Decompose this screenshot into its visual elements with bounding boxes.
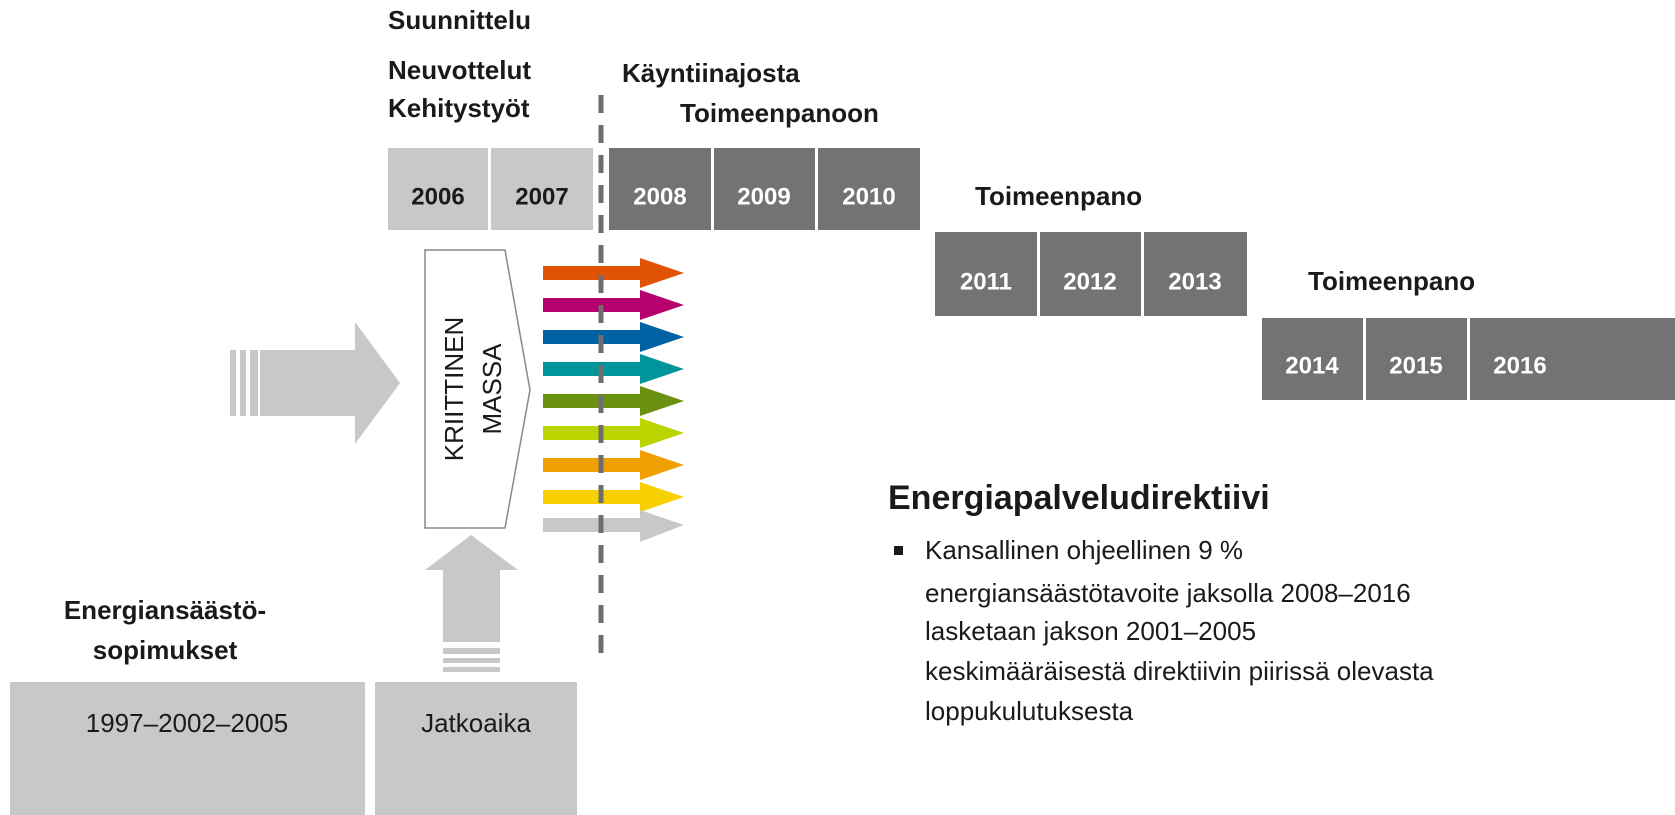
colored-arrows — [543, 258, 684, 542]
critical-mass-label: KRIITTINEN — [439, 317, 469, 461]
phase-label: Toimeenpanoon — [680, 98, 879, 128]
year: 2016 — [1493, 352, 1546, 379]
directive-title: Energiapalveludirektiivi — [888, 479, 1270, 517]
bullet-text: keskimääräisestä direktiivin piirissä ol… — [925, 656, 1434, 686]
agreements-title: sopimukset — [93, 635, 238, 665]
year: 2006 — [411, 183, 464, 210]
agreements-title: Energiansäästö- — [64, 595, 266, 625]
year: 2015 — [1389, 352, 1442, 379]
year-box — [1040, 232, 1141, 316]
year-box — [1470, 318, 1675, 400]
up-arrow — [425, 535, 518, 672]
year: 2014 — [1285, 352, 1339, 379]
year: 2013 — [1168, 268, 1221, 295]
agreement-label: 1997–2002–2005 — [86, 708, 288, 738]
year-box — [714, 148, 815, 230]
phase-label: Käyntiinajosta — [622, 58, 800, 88]
critical-mass-label: MASSA — [477, 343, 507, 435]
year-box — [818, 148, 920, 230]
bullet-text: lasketaan jakson 2001–2005 — [925, 616, 1256, 646]
year: 2007 — [515, 183, 568, 210]
phase-label: Kehitystyöt — [388, 93, 530, 123]
agreement-label: Jatkoaika — [421, 708, 531, 738]
year-box — [491, 148, 593, 230]
bullet-text: Kansallinen ohjeellinen 9 % — [925, 535, 1243, 565]
year: 2009 — [737, 183, 790, 210]
year-box — [388, 148, 488, 230]
phase-label: Toimeenpano — [1308, 266, 1475, 296]
bullet — [894, 546, 903, 555]
year: 2012 — [1063, 268, 1116, 295]
year-box — [1262, 318, 1363, 400]
bullet-text: energiansäästötavoite jaksolla 2008–2016 — [925, 578, 1411, 608]
year: 2008 — [633, 183, 686, 210]
agreement-box — [375, 682, 577, 815]
bullet-text: loppukulutuksesta — [925, 696, 1134, 726]
phase-label: Suunnittelu — [388, 5, 531, 35]
year-box — [1144, 232, 1247, 316]
critical-mass-box — [424, 249, 531, 529]
year-box — [935, 232, 1037, 316]
phase-label: Neuvottelut — [388, 55, 531, 85]
year-box — [1366, 318, 1467, 400]
year: 2011 — [960, 268, 1012, 295]
agreement-box — [10, 682, 365, 815]
input-arrow — [230, 322, 400, 444]
phase-label: Toimeenpano — [975, 181, 1142, 211]
year: 2010 — [842, 183, 895, 210]
year-box — [609, 148, 711, 230]
